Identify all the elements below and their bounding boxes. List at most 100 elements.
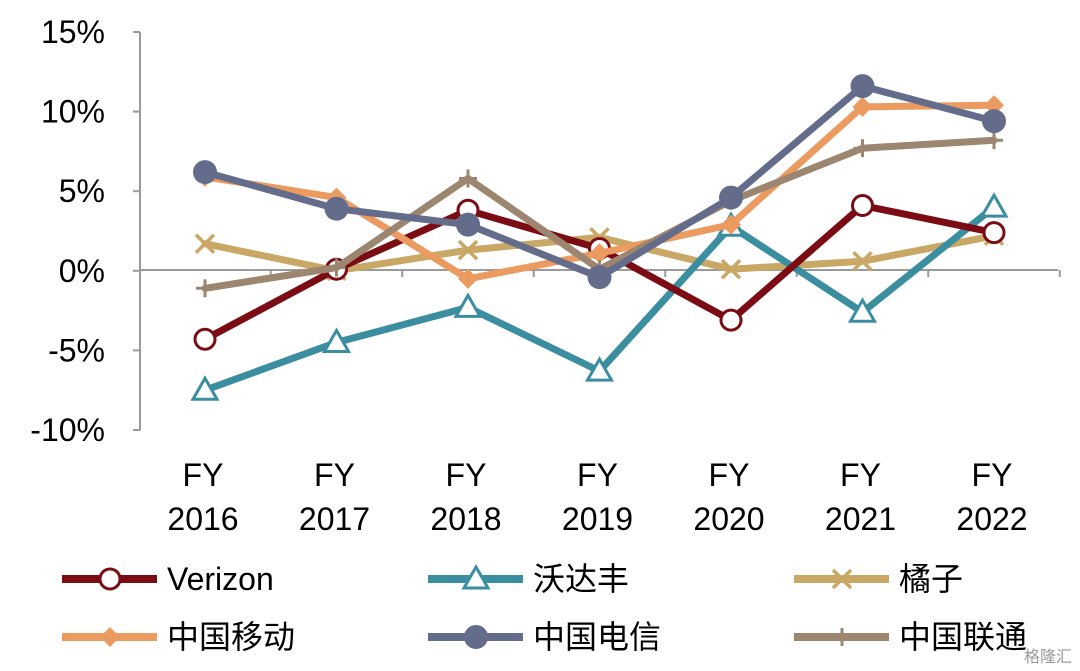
marker-shape xyxy=(98,567,122,591)
legend-item: 沃达丰 xyxy=(428,561,629,597)
data-point xyxy=(458,268,478,289)
marker-shape xyxy=(982,221,1006,245)
x-tick-label-line1: FY xyxy=(183,457,224,493)
marker-shape xyxy=(850,74,875,99)
data-point xyxy=(193,327,217,351)
data-point xyxy=(979,192,1009,218)
x-axis: FY 2016 FY 2017 FY 2018 FY 2019 FY 2020 FY 2021 FY 20… xyxy=(140,269,1061,537)
x-tick-label: FY 2016 xyxy=(167,457,238,537)
x-tick-label-line2: 2018 xyxy=(430,501,501,537)
data-point xyxy=(190,375,220,401)
marker-shape xyxy=(464,625,488,649)
data-point xyxy=(720,258,742,280)
marker-shape xyxy=(852,251,873,272)
legend-label: Verizon xyxy=(167,561,274,597)
data-point xyxy=(719,308,743,332)
data-point xyxy=(324,196,349,221)
marker-shape xyxy=(721,214,741,235)
data-point xyxy=(321,327,352,353)
data-point xyxy=(982,221,1006,245)
data-point xyxy=(853,139,872,158)
legend-label: 沃达丰 xyxy=(533,561,629,597)
marker-shape xyxy=(190,375,220,401)
legend-label: 中国电信 xyxy=(533,619,661,655)
y-tick-label: 15% xyxy=(41,14,105,50)
data-point xyxy=(587,265,612,290)
data-point xyxy=(852,251,873,272)
marker-shape xyxy=(587,265,612,290)
x-tick-label-line2: 2016 xyxy=(167,501,238,537)
y-tick-label: -5% xyxy=(48,332,105,368)
marker-shape xyxy=(719,185,743,210)
marker-shape xyxy=(324,196,349,221)
watermark-text: 格隆汇 xyxy=(1024,648,1072,666)
legend-item: 中国电信 xyxy=(428,619,661,655)
y-tick-label: 10% xyxy=(41,94,105,130)
data-point xyxy=(589,243,610,264)
legend-swatch-marker xyxy=(98,567,122,591)
x-tick-label: FY 2022 xyxy=(956,457,1027,537)
legend-item: 橘子 xyxy=(794,561,963,597)
marker-shape xyxy=(851,194,874,218)
legend-item: Verizon xyxy=(62,561,274,597)
marker-shape xyxy=(831,568,853,590)
legend-swatch-marker xyxy=(461,563,491,590)
x-tick-label-line1: FY xyxy=(972,457,1013,493)
data-point xyxy=(453,292,483,318)
marker-shape xyxy=(100,627,120,647)
x-tick-label: FY 2020 xyxy=(693,457,764,537)
data-point xyxy=(982,109,1006,134)
marker-shape xyxy=(457,239,479,261)
y-tick-label: -10% xyxy=(30,412,105,448)
data-point xyxy=(457,239,479,261)
marker-shape xyxy=(847,297,878,323)
marker-shape xyxy=(453,292,483,318)
legend-swatch-marker xyxy=(831,568,853,590)
y-tick-label: 0% xyxy=(59,253,105,289)
data-point xyxy=(850,74,875,99)
legend-label: 中国移动 xyxy=(167,619,295,655)
marker-shape xyxy=(461,563,491,590)
data-point xyxy=(721,214,741,235)
x-tick-label-line2: 2022 xyxy=(956,501,1027,537)
y-tick-label: 5% xyxy=(59,173,105,209)
data-point xyxy=(196,279,214,298)
x-tick-label: FY 2017 xyxy=(299,457,370,537)
marker-shape xyxy=(982,109,1006,134)
y-axis: -10% -5% 0% 5% 10% 15% xyxy=(30,14,141,448)
x-tick-label-line2: 2017 xyxy=(299,501,370,537)
series-lines xyxy=(190,74,1009,401)
marker-shape xyxy=(589,243,610,264)
marker-shape xyxy=(194,233,216,254)
data-point xyxy=(852,96,873,117)
legend-item: 中国移动 xyxy=(62,619,295,655)
marker-shape xyxy=(719,308,743,332)
data-point xyxy=(985,131,1003,150)
data-point xyxy=(984,95,1004,116)
data-point xyxy=(847,297,878,323)
legend-item: 中国联通 xyxy=(794,619,1027,655)
data-point xyxy=(851,194,874,218)
x-tick-label: FY 2018 xyxy=(430,457,501,537)
data-point xyxy=(584,356,615,382)
legend-label: 橘子 xyxy=(899,561,963,597)
data-point xyxy=(456,212,480,237)
data-point xyxy=(327,258,346,277)
x-tick-label-line1: FY xyxy=(314,457,355,493)
x-tick-label-line2: 2019 xyxy=(562,501,633,537)
data-point xyxy=(459,169,477,188)
marker-shape xyxy=(193,160,217,185)
marker-shape xyxy=(984,95,1004,116)
x-tick-label-line2: 2020 xyxy=(693,501,764,537)
legend-swatch-marker xyxy=(833,628,851,646)
data-point xyxy=(194,233,216,254)
x-tick-label-line1: FY xyxy=(709,457,750,493)
x-tick-label: FY 2021 xyxy=(825,457,896,537)
series-2 xyxy=(190,192,1009,401)
marker-shape xyxy=(584,356,615,382)
marker-shape xyxy=(321,327,352,353)
legend-label: 中国联通 xyxy=(899,619,1027,655)
legend-swatch-marker xyxy=(464,625,488,649)
